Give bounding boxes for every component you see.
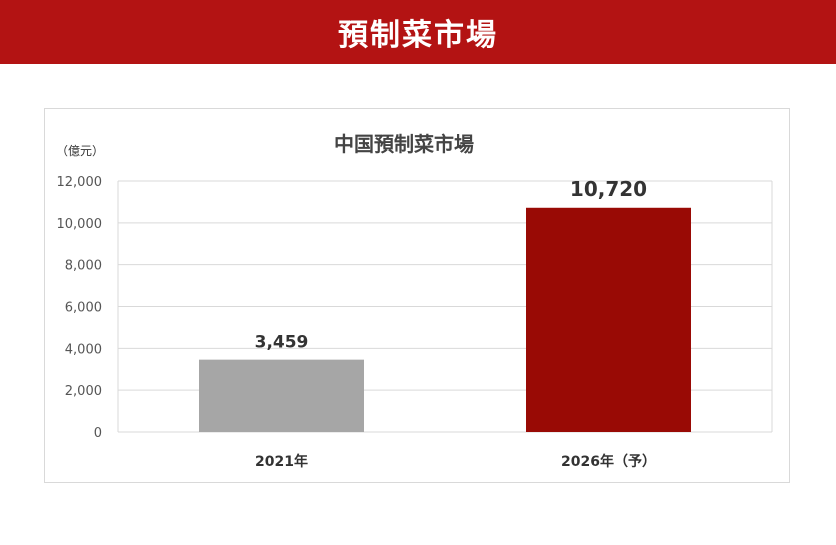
x-category-label: 2021年 bbox=[255, 453, 308, 470]
y-axis-ticks: 0 2,000 4,000 6,000 8,000 10,000 12,000 bbox=[57, 175, 103, 441]
page-title: 預制菜市場 bbox=[338, 18, 498, 53]
y-tick-label: 8,000 bbox=[65, 259, 102, 274]
y-tick-label: 12,000 bbox=[57, 175, 103, 190]
data-label: 10,720 bbox=[570, 177, 647, 201]
y-tick-label: 0 bbox=[94, 426, 102, 441]
y-tick-label: 4,000 bbox=[65, 342, 102, 357]
x-category-label: 2026年（予） bbox=[561, 453, 656, 470]
y-axis-unit-label: （億元） bbox=[56, 144, 104, 158]
data-labels: 3,459 10,720 bbox=[255, 177, 647, 353]
y-tick-label: 2,000 bbox=[65, 384, 102, 399]
header-banner: 預制菜市場 bbox=[0, 0, 836, 64]
bars bbox=[199, 207, 691, 432]
bar bbox=[526, 207, 691, 432]
bar bbox=[199, 359, 364, 432]
y-tick-label: 6,000 bbox=[65, 301, 102, 316]
x-axis-categories: 2021年 2026年（予） bbox=[255, 453, 656, 470]
y-tick-label: 10,000 bbox=[57, 217, 103, 232]
data-label: 3,459 bbox=[255, 333, 309, 353]
chart-title: 中国預制菜市場 bbox=[334, 132, 474, 156]
